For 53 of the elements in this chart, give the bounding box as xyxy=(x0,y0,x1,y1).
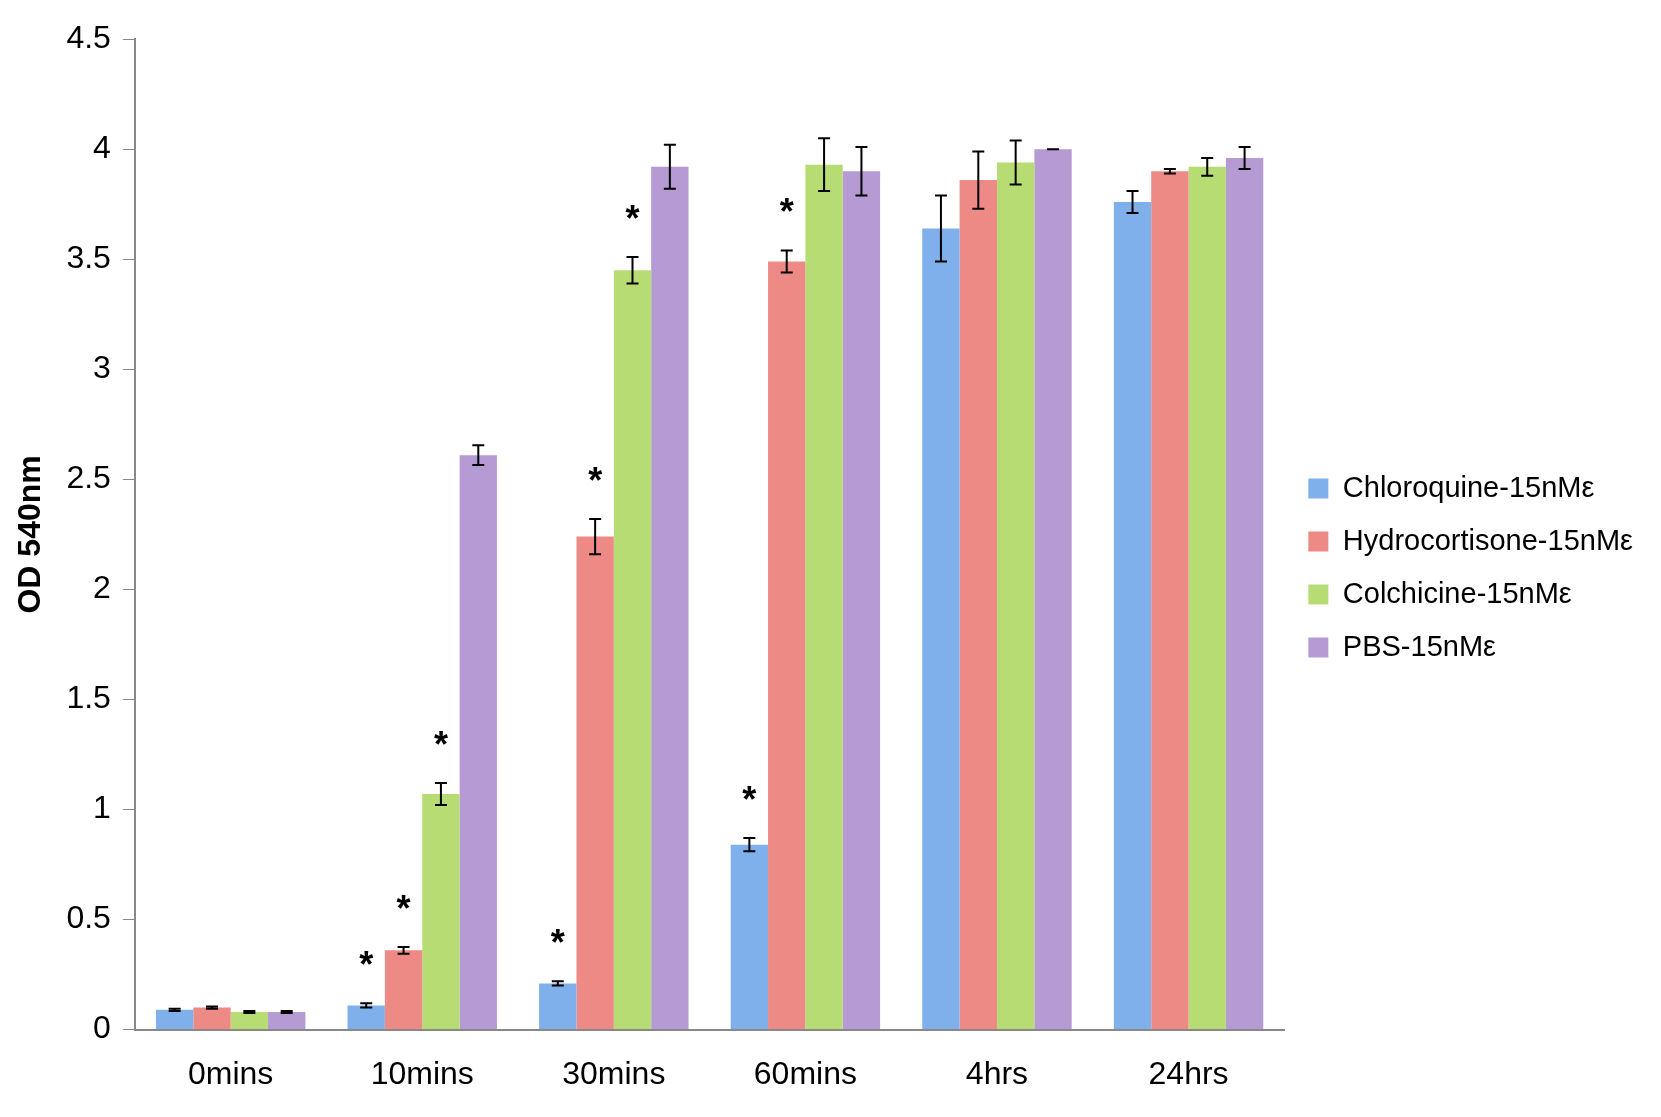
bar xyxy=(613,270,652,1030)
bar xyxy=(768,261,806,1030)
bar xyxy=(576,536,614,1030)
x-tick-label: 30mins xyxy=(562,1054,666,1091)
annotation: * xyxy=(588,459,603,501)
annotation: * xyxy=(550,922,565,964)
bar xyxy=(651,166,689,1030)
bar xyxy=(459,455,497,1030)
bar xyxy=(805,164,843,1030)
annotation: * xyxy=(779,191,794,233)
legend-label: Chloroquine-15nMε xyxy=(1342,470,1595,503)
x-tick-label: 10mins xyxy=(370,1054,474,1091)
legend-label: Hydrocortisone-15nMε xyxy=(1342,523,1634,556)
annotation: * xyxy=(359,944,374,986)
y-tick-label: 2 xyxy=(93,569,111,606)
y-tick-label: 4 xyxy=(93,129,111,166)
bar xyxy=(539,983,577,1030)
x-tick-label: 24hrs xyxy=(1148,1054,1229,1091)
y-tick-label: 1.5 xyxy=(66,679,111,716)
bar xyxy=(842,171,881,1030)
bar xyxy=(268,1011,306,1030)
legend-label: Colchicine-15nMε xyxy=(1342,576,1572,609)
bar xyxy=(193,1007,231,1030)
bar xyxy=(422,794,460,1030)
bar xyxy=(1225,158,1264,1030)
bar xyxy=(155,1009,194,1030)
bar xyxy=(1034,149,1072,1030)
annotation: * xyxy=(742,779,757,821)
annotation: * xyxy=(433,724,448,766)
y-tick-label: 3 xyxy=(93,349,111,386)
y-tick-label: 4.5 xyxy=(66,19,111,56)
bar xyxy=(996,162,1035,1030)
y-tick-label: 0.5 xyxy=(66,899,111,936)
y-tick-label: 1 xyxy=(93,789,111,826)
legend-label: PBS-15nMε xyxy=(1342,629,1497,662)
y-tick-label: 3.5 xyxy=(66,239,111,276)
annotation: * xyxy=(396,887,411,929)
x-tick-label: 60mins xyxy=(753,1054,857,1091)
y-axis-title: OD 540nm xyxy=(11,455,48,614)
bar xyxy=(922,228,960,1030)
bar xyxy=(230,1011,269,1030)
y-tick-label: 0 xyxy=(93,1009,111,1046)
bar xyxy=(1151,171,1189,1030)
bar xyxy=(959,180,997,1030)
bar xyxy=(347,1005,385,1030)
bar xyxy=(1113,202,1152,1030)
y-tick-label: 2.5 xyxy=(66,459,111,496)
annotation: * xyxy=(625,198,640,240)
bar xyxy=(730,844,769,1030)
x-tick-label: 4hrs xyxy=(965,1054,1029,1091)
bar xyxy=(1188,166,1226,1030)
x-tick-label: 0mins xyxy=(187,1054,274,1091)
bar xyxy=(384,950,423,1030)
